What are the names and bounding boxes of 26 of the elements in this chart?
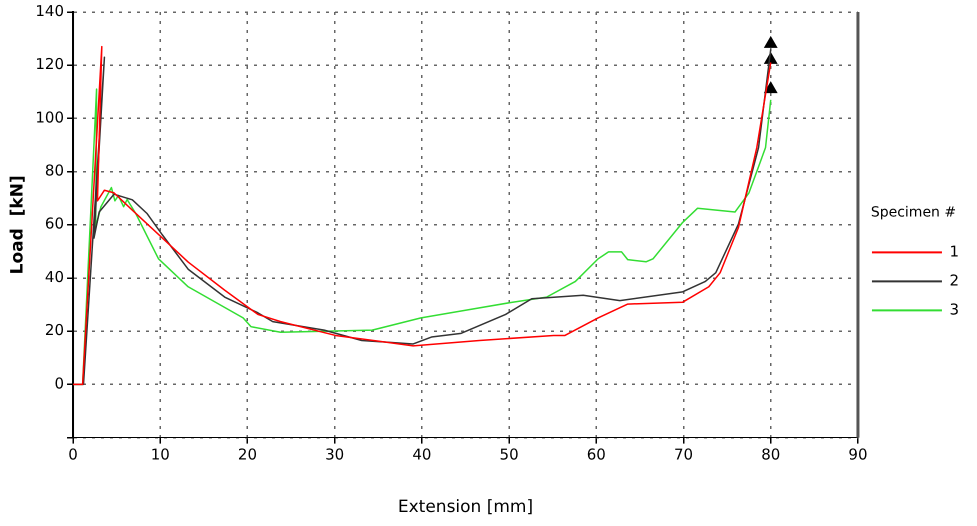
y-tick-label: 80 (44, 161, 64, 180)
y-tick-label: 20 (44, 321, 64, 340)
point (764, 82, 778, 94)
y-tick-label: 120 (35, 55, 64, 74)
x-tick-label: 10 (150, 445, 170, 464)
x-axis-title: Extension [mm] (398, 497, 534, 518)
y-tick-label: 60 (44, 214, 64, 233)
y-tick-label: 40 (44, 268, 64, 286)
x-tick-label: 40 (412, 445, 432, 464)
x-tick-label: 0 (68, 445, 78, 464)
point (764, 36, 778, 48)
legend-label: 1 (949, 242, 960, 260)
x-tick-label: 60 (586, 445, 606, 464)
x-tick-label: 90 (848, 445, 868, 464)
y-tick-label: 100 (35, 108, 64, 126)
y-axis-title: Load [kN] (8, 175, 28, 274)
x-tick-label: 50 (500, 445, 519, 464)
legend-label: 3 (949, 300, 960, 318)
y-tick-label: 0 (54, 374, 64, 392)
legend-title: Specimen # (870, 204, 956, 221)
x-tick-label: 20 (238, 445, 258, 464)
y-tick-label: 140 (35, 2, 64, 20)
x-tick-label: 30 (325, 445, 344, 464)
x-tick-label: 70 (674, 445, 694, 464)
x-tick-label: 80 (761, 445, 780, 464)
legend-label: 2 (949, 271, 960, 290)
